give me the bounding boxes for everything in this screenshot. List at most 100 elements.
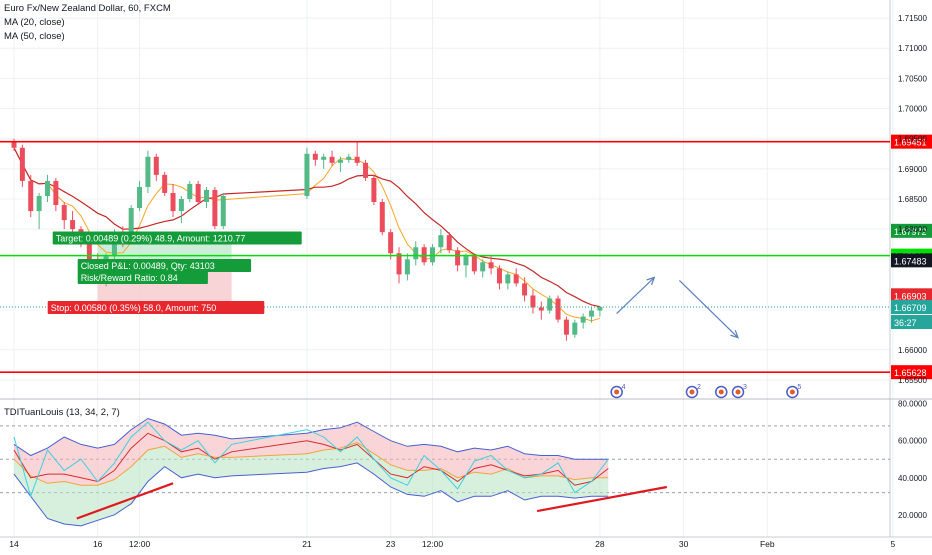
candle-body — [19, 147, 25, 181]
tdi-axis-tick: 60.0000 — [898, 437, 927, 446]
pnl-label: Closed P&L: 0.00489, Qty: 43103 — [81, 261, 215, 271]
time-axis-tick: 12:00 — [129, 539, 151, 549]
candle-body — [404, 259, 410, 275]
candle-body — [153, 156, 159, 175]
candle-body — [145, 156, 151, 187]
candle-body — [170, 192, 176, 212]
candle-body — [513, 274, 519, 284]
time-axis-tick: 16 — [93, 539, 103, 549]
event-badge-dot — [735, 389, 741, 395]
candle-body — [86, 244, 92, 260]
tdi-axis-tick: 40.0000 — [898, 474, 927, 483]
level-price-tag — [891, 134, 932, 149]
arrow-head — [730, 329, 739, 339]
event-badge-count: 2 — [697, 384, 701, 391]
candle-body — [204, 189, 210, 203]
candle-body — [580, 316, 586, 323]
candle-body — [195, 183, 201, 203]
ma20-line — [13, 147, 601, 322]
price-tag — [891, 253, 932, 268]
ma50-legend: MA (50, close) — [4, 31, 65, 42]
tdi-mid-line — [13, 442, 609, 486]
tdi-upper-band — [13, 417, 609, 460]
tdi-upper-band-fill — [14, 418, 609, 486]
price-axis-tick: 1.69000 — [898, 165, 927, 174]
tdi-legend: TDITuanLouis (13, 34, 2, 7) — [4, 407, 120, 418]
price-tag-label: 1.67972 — [894, 227, 927, 237]
candle-body — [480, 262, 486, 272]
tdi-rsi-line — [13, 421, 609, 498]
candle-body — [438, 235, 444, 248]
candle-body — [455, 250, 461, 266]
price-tag-label: 1.66903 — [894, 291, 927, 301]
candle-body — [446, 235, 452, 251]
candle-body — [522, 283, 528, 296]
candle-body — [505, 274, 511, 284]
price-axis-tick: 1.68000 — [898, 225, 927, 234]
candle-body — [371, 177, 377, 203]
candle-body — [178, 199, 184, 212]
target-label-bg — [52, 231, 302, 245]
price-tag — [891, 288, 932, 303]
event-badge-dot — [789, 389, 795, 395]
price-tag — [891, 223, 932, 238]
tdi-lower-band-fill — [14, 442, 609, 526]
candle-body — [589, 310, 595, 317]
rr-label-bg — [77, 270, 208, 284]
candle-body — [496, 268, 502, 284]
divergence-line — [76, 482, 174, 520]
price-axis-tick: 1.66000 — [898, 346, 927, 355]
candle-body — [304, 153, 310, 196]
candle-body — [396, 253, 402, 275]
tdi-lower-band — [13, 462, 609, 527]
event-badge-count: 4 — [622, 384, 626, 391]
price-tag — [891, 300, 932, 315]
rr-label: Risk/Reward Ratio: 0.84 — [81, 273, 178, 283]
tdi-signal-line — [13, 432, 609, 486]
event-badge-dot — [718, 389, 724, 395]
candle-body — [530, 295, 536, 308]
time-axis-tick: 14 — [9, 539, 19, 549]
candle-body — [538, 307, 544, 311]
event-badge-count: 3 — [743, 384, 747, 391]
arrow-head — [646, 276, 656, 286]
price-tag-label: 36:27 — [894, 318, 917, 328]
price-axis-tick: 1.71500 — [898, 14, 927, 23]
candle-body — [187, 183, 193, 199]
event-badge-dot — [689, 389, 695, 395]
candle-body — [70, 220, 76, 230]
candle-body — [430, 247, 435, 263]
candle-body — [488, 262, 494, 269]
candle-body — [212, 189, 218, 227]
time-axis-tick: 5 — [890, 539, 895, 549]
ma20-legend: MA (20, close) — [4, 17, 65, 28]
candle-body — [28, 180, 34, 212]
projection-arrow — [678, 279, 739, 339]
candle-body — [346, 156, 352, 160]
candle-body — [329, 156, 335, 163]
candle-body — [220, 195, 226, 227]
candle-body — [421, 247, 427, 263]
time-axis-tick: 21 — [302, 539, 312, 549]
candle-body — [363, 162, 369, 178]
divergence-line — [536, 485, 668, 513]
time-axis-tick: 23 — [386, 539, 396, 549]
ma50-line — [13, 147, 601, 308]
candle-body — [379, 202, 385, 233]
candle-body — [547, 298, 553, 311]
level-price-label: 1.65628 — [894, 368, 927, 378]
candle-body — [11, 141, 17, 148]
event-badge-count: 5 — [797, 384, 801, 391]
chart-title: Euro Fx/New Zealand Dollar, 60, FXCM — [4, 3, 171, 14]
candle-body — [321, 156, 327, 160]
price-axis-tick: 1.65500 — [898, 376, 927, 385]
candle-body — [137, 186, 143, 209]
tdi-axis-tick: 20.0000 — [898, 511, 927, 520]
level-price-label: 1.69451 — [894, 138, 927, 148]
candle-body — [44, 180, 50, 196]
time-axis-tick: 28 — [595, 539, 605, 549]
price-axis-tick: 1.71000 — [898, 44, 927, 53]
candle-body — [563, 319, 569, 335]
